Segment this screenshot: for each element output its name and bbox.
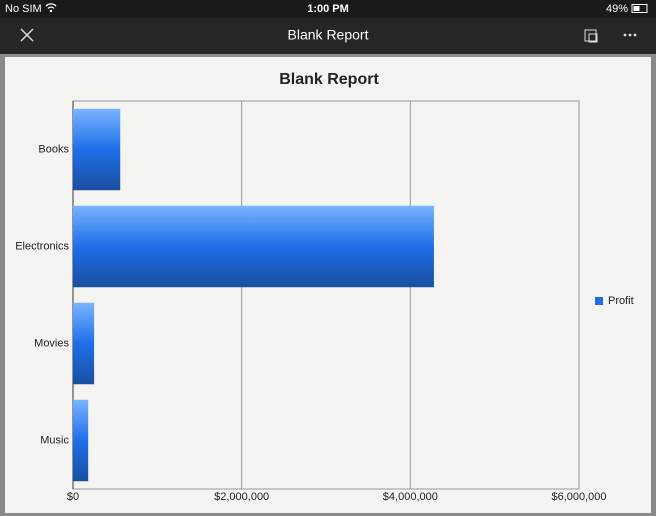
nav-bar bbox=[0, 18, 656, 54]
bar bbox=[73, 108, 121, 191]
bar bbox=[73, 399, 89, 482]
y-tick-label: Books bbox=[38, 143, 69, 155]
wifi-icon-dot bbox=[49, 9, 53, 13]
battery-fill bbox=[633, 6, 640, 11]
y-tick-label: Music bbox=[40, 434, 69, 446]
close-button[interactable] bbox=[20, 28, 34, 42]
legend-label: Profit bbox=[608, 295, 634, 307]
x-tick-label: $4,000,000 bbox=[383, 491, 438, 503]
y-tick-label: Electronics bbox=[15, 240, 69, 252]
battery-level: 49% bbox=[606, 3, 628, 15]
x-tick-label: $6,000,000 bbox=[551, 491, 606, 503]
wifi-icon bbox=[45, 3, 57, 10]
clock: 1:00 PM bbox=[307, 3, 349, 15]
nav-title: Blank Report bbox=[288, 27, 369, 43]
bar bbox=[73, 302, 95, 385]
carrier: No SIM bbox=[5, 3, 42, 15]
plot: $0 $2,000,000 $4,000,000 $6,000,000 Books Ele… bbox=[15, 100, 634, 503]
more-button[interactable] bbox=[623, 33, 637, 37]
x-tick-label: $2,000,000 bbox=[214, 491, 269, 503]
bar bbox=[73, 205, 434, 288]
view-toggle-button[interactable] bbox=[584, 29, 598, 43]
x-tick-label: $0 bbox=[67, 491, 79, 503]
legend-swatch bbox=[595, 297, 603, 305]
battery-icon bbox=[631, 4, 648, 13]
y-tick-label: Movies bbox=[34, 337, 69, 349]
status-bar bbox=[0, 0, 656, 18]
chart-title: Blank Report bbox=[279, 71, 379, 88]
